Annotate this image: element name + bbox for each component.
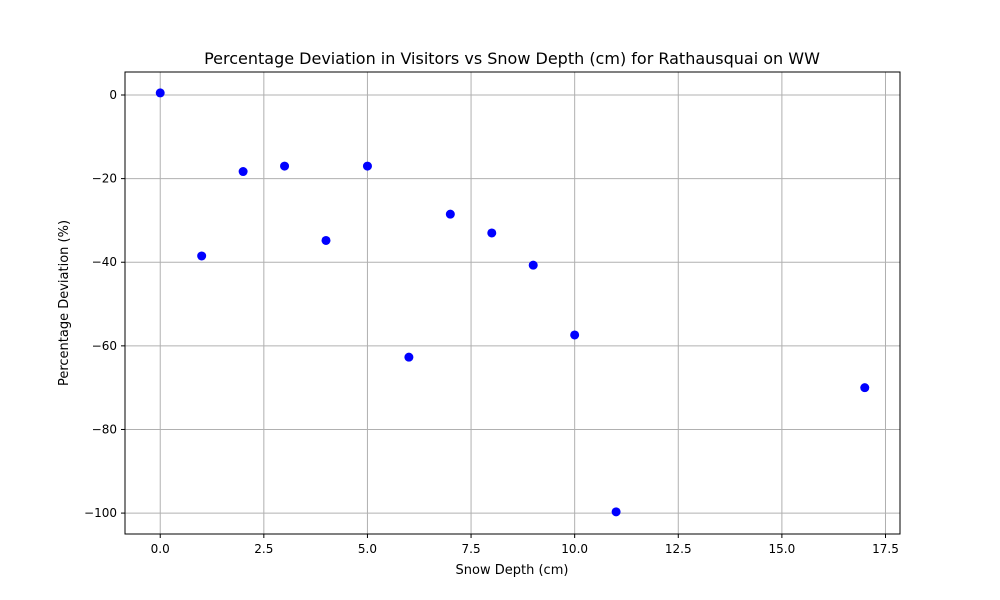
y-tick-label: −100: [84, 506, 117, 520]
data-point: [611, 507, 621, 517]
y-axis-ticks: 0 −20 −40 −60 −80 −100: [84, 88, 125, 520]
data-point: [238, 167, 248, 177]
data-point: [321, 235, 331, 245]
y-tick-label: 0: [109, 88, 117, 102]
data-point: [528, 260, 538, 270]
x-tick-label: 17.5: [872, 542, 899, 556]
x-tick-label: 7.5: [462, 542, 481, 556]
x-axis-ticks: 0.0 2.5 5.0 7.5 10.0 12.5 15.0 17.5: [151, 534, 899, 556]
grid: [125, 72, 900, 534]
plot-frame: [124, 71, 901, 535]
x-tick-label: 0.0: [151, 542, 170, 556]
data-point: [445, 209, 455, 219]
x-tick-label: 15.0: [769, 542, 796, 556]
data-point: [570, 330, 580, 340]
y-axis-label: Percentage Deviation (%): [57, 220, 72, 386]
data-point: [280, 161, 290, 171]
x-tick-label: 12.5: [665, 542, 692, 556]
y-tick-label: −40: [92, 255, 117, 269]
data-point: [860, 383, 870, 393]
x-tick-label: 5.0: [358, 542, 377, 556]
data-point: [487, 228, 497, 238]
chart-title: Percentage Deviation in Visitors vs Snow…: [204, 49, 820, 68]
y-tick-label: −80: [92, 422, 117, 436]
x-tick-label: 2.5: [254, 542, 273, 556]
data-point: [197, 251, 207, 261]
data-point: [362, 161, 372, 171]
data-point: [155, 88, 165, 98]
data-points: [155, 88, 870, 517]
x-axis-label: Snow Depth (cm): [456, 563, 569, 578]
y-tick-label: −20: [92, 172, 117, 186]
data-point: [404, 352, 414, 362]
y-tick-label: −60: [92, 339, 117, 353]
x-tick-label: 10.0: [561, 542, 588, 556]
